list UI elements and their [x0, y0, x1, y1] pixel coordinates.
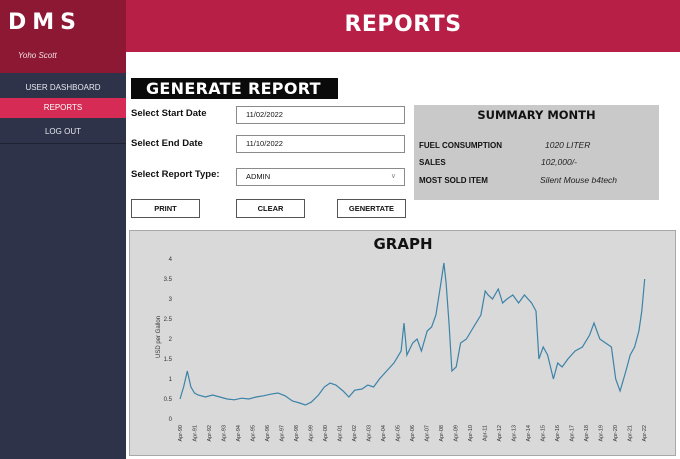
print-button[interactable]: PRINT [131, 199, 200, 218]
x-tick-label: Apr-07 [425, 425, 431, 442]
x-tick-label: Apr-12 [497, 425, 503, 442]
chart-title: GRAPH [373, 235, 432, 253]
fuel-consumption-label: FUEL CONSUMPTION [419, 141, 502, 150]
y-tick-label: 2 [169, 337, 173, 343]
summary-panel: SUMMARY MONTH FUEL CONSUMPTION 1020 LITE… [414, 105, 659, 200]
y-tick-label: 2.5 [164, 317, 173, 323]
x-tick-label: Apr-04 [381, 425, 387, 442]
x-tick-label: Apr-09 [454, 425, 460, 442]
y-tick-label: 4 [169, 257, 173, 263]
x-tick-label: Apr-06 [410, 425, 416, 442]
x-tick-label: Apr-16 [555, 425, 561, 442]
chevron-down-icon: ∨ [390, 173, 396, 180]
x-tick-label: Apr-93 [222, 425, 228, 442]
x-tick-label: Apr-91 [193, 425, 199, 442]
x-tick-label: Apr-13 [512, 425, 518, 442]
end-date-label: Select End Date [131, 138, 203, 149]
x-tick-label: Apr-18 [584, 425, 590, 442]
x-tick-label: Apr-90 [178, 425, 184, 442]
sidebar: DMS Yoho Scott USER DASHBOARD REPORTS LO… [0, 0, 126, 459]
fuel-consumption-value: 1020 LITER [545, 140, 591, 150]
x-tick-label: Apr-17 [570, 425, 576, 442]
end-date-field[interactable]: 11/10/2022 [236, 135, 405, 153]
generate-button[interactable]: GENERTATE [337, 199, 406, 218]
x-tick-label: Apr-08 [439, 425, 445, 442]
y-tick-label: 0.5 [164, 397, 173, 403]
user-name: Yoho Scott [18, 51, 57, 60]
x-tick-label: Apr-21 [628, 425, 634, 442]
x-tick-label: Apr-11 [483, 425, 489, 441]
start-date-label: Select Start Date [131, 108, 207, 119]
x-tick-label: Apr-96 [265, 425, 271, 442]
x-tick-label: Apr-01 [338, 425, 344, 442]
summary-title: SUMMARY MONTH [477, 108, 596, 122]
y-axis-label: USD per Gallon [156, 316, 162, 358]
x-tick-label: Apr-98 [294, 425, 300, 442]
x-tick-label: Apr-92 [207, 425, 213, 442]
x-tick-label: Apr-14 [526, 425, 532, 442]
sidebar-item-log-out[interactable]: LOG OUT [44, 127, 81, 136]
page-header: REPORTS [126, 0, 680, 52]
sidebar-item-reports[interactable]: REPORTS [0, 98, 126, 118]
x-tick-label: Apr-95 [251, 425, 257, 442]
y-tick-label: 3 [169, 297, 173, 303]
x-tick-label: Apr-94 [236, 425, 242, 442]
sales-value: 102,000/- [541, 157, 577, 167]
y-tick-label: 1.5 [164, 357, 173, 363]
graph-panel: GRAPH USD per Gallon 0 0.5 1 1.5 2 2.5 3 3.5 4 A… [129, 230, 676, 456]
x-tick-label: Apr-03 [367, 425, 373, 442]
x-tick-label: Apr-19 [599, 425, 605, 442]
report-type-label: Select Report Type: [131, 169, 220, 180]
y-tick-label: 3.5 [164, 277, 173, 283]
y-tick-label: 1 [169, 377, 173, 383]
fuel-price-chart: GRAPH USD per Gallon 0 0.5 1 1.5 2 2.5 3 3.5 4 A… [156, 235, 648, 442]
page-title: REPORTS [344, 12, 462, 37]
report-type-value: ADMIN [246, 172, 271, 181]
x-tick-label: Apr-20 [613, 425, 619, 442]
y-tick-label: 0 [169, 417, 173, 423]
x-tick-label: Apr-02 [352, 425, 358, 442]
nav-divider [0, 143, 126, 144]
x-tick-label: Apr-22 [642, 425, 648, 442]
most-sold-item-value: Silent Mouse b4tech [540, 175, 618, 185]
brand-block: DMS Yoho Scott [0, 0, 126, 73]
x-tick-label: Apr-97 [280, 425, 286, 442]
series-line [179, 262, 646, 406]
x-tick-label: Apr-99 [309, 425, 315, 442]
most-sold-item-label: MOST SOLD ITEM [419, 176, 488, 185]
start-date-field[interactable]: 11/02/2022 [236, 106, 405, 124]
x-tick-label: Apr-10 [468, 425, 474, 442]
report-type-select[interactable]: ADMIN ∨ [236, 168, 405, 186]
x-tick-label: Apr-15 [541, 425, 547, 442]
x-tick-label: Apr-05 [396, 425, 402, 442]
x-tick-label: Apr-00 [323, 425, 329, 442]
generate-report-title: GENERATE REPORT [131, 78, 338, 99]
brand-title: DMS [8, 10, 82, 35]
sidebar-item-user-dashboard[interactable]: USER DASHBOARD [25, 83, 101, 92]
sales-label: SALES [419, 158, 446, 167]
clear-button[interactable]: CLEAR [236, 199, 305, 218]
